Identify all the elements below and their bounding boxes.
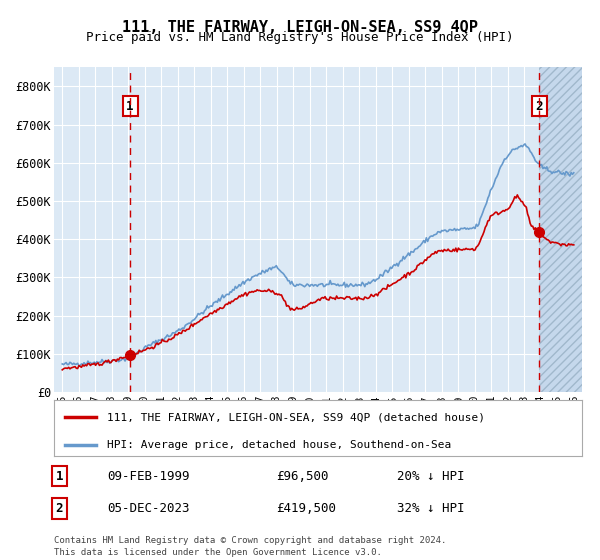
Text: Price paid vs. HM Land Registry's House Price Index (HPI): Price paid vs. HM Land Registry's House …: [86, 31, 514, 44]
Text: 09-FEB-1999: 09-FEB-1999: [107, 470, 190, 483]
Text: 1: 1: [127, 100, 134, 113]
Text: £96,500: £96,500: [276, 470, 328, 483]
Text: 111, THE FAIRWAY, LEIGH-ON-SEA, SS9 4QP (detached house): 111, THE FAIRWAY, LEIGH-ON-SEA, SS9 4QP …: [107, 412, 485, 422]
Text: Contains HM Land Registry data © Crown copyright and database right 2024.: Contains HM Land Registry data © Crown c…: [54, 536, 446, 545]
Text: 05-DEC-2023: 05-DEC-2023: [107, 502, 190, 515]
Text: £419,500: £419,500: [276, 502, 336, 515]
Text: 111, THE FAIRWAY, LEIGH-ON-SEA, SS9 4QP: 111, THE FAIRWAY, LEIGH-ON-SEA, SS9 4QP: [122, 20, 478, 35]
Text: This data is licensed under the Open Government Licence v3.0.: This data is licensed under the Open Gov…: [54, 548, 382, 557]
Text: 32% ↓ HPI: 32% ↓ HPI: [397, 502, 465, 515]
Text: HPI: Average price, detached house, Southend-on-Sea: HPI: Average price, detached house, Sout…: [107, 440, 451, 450]
Text: 2: 2: [56, 502, 63, 515]
Text: 20% ↓ HPI: 20% ↓ HPI: [397, 470, 465, 483]
Text: 1: 1: [56, 470, 63, 483]
Text: 2: 2: [536, 100, 543, 113]
